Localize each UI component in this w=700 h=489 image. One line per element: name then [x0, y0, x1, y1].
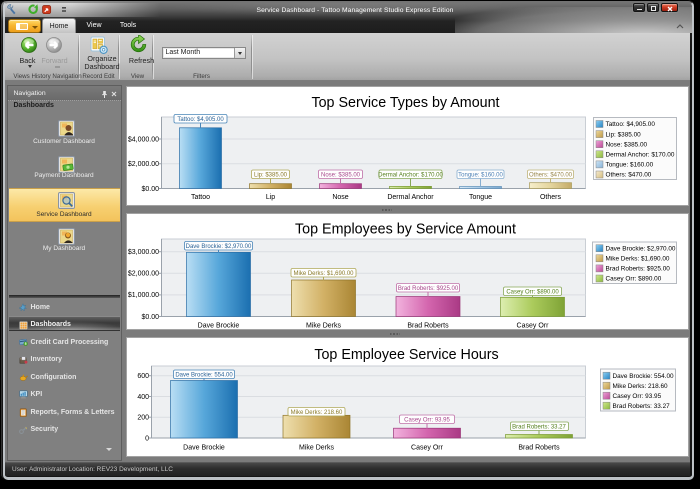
- svg-text:Dermal Anchor: $170.00: Dermal Anchor: $170.00: [378, 173, 443, 179]
- svg-text:Lip: Lip: [266, 194, 275, 201]
- svg-text:Dave Brockie: $2,970.00: Dave Brockie: $2,970.00: [606, 245, 676, 252]
- svg-text:$: $: [24, 342, 26, 346]
- svg-text:Brad Roberts: Brad Roberts: [407, 323, 449, 330]
- svg-text:Mike Derks: $1,690.00: Mike Derks: $1,690.00: [606, 256, 670, 263]
- svg-text:Tattoo: Tattoo: [191, 194, 210, 201]
- svg-text:Dave Brockie: 554.00: Dave Brockie: 554.00: [613, 373, 675, 380]
- svg-text:$4,000.00: $4,000.00: [128, 136, 159, 143]
- svg-text:Mike Derks: $1,690.00: Mike Derks: $1,690.00: [293, 271, 354, 277]
- svg-text:Dave Brockie: $2,970.00: Dave Brockie: $2,970.00: [186, 244, 252, 250]
- svg-text:Top Employee Service Hours: Top Employee Service Hours: [314, 347, 498, 363]
- svg-text:Top Employees by Service Amoun: Top Employees by Service Amount: [295, 222, 516, 238]
- svg-text:Brad Roberts: 33.27: Brad Roberts: 33.27: [613, 403, 671, 410]
- svg-text:Dave Brockie: 554.00: Dave Brockie: 554.00: [175, 373, 233, 379]
- svg-text:200: 200: [137, 415, 149, 422]
- svg-text:Dave Brockie: Dave Brockie: [183, 445, 225, 452]
- svg-text:Tongue: $160.00: Tongue: $160.00: [458, 173, 503, 179]
- svg-text:Casey Orr: 93.95: Casey Orr: 93.95: [404, 418, 450, 424]
- svg-text:Dave Brockie: Dave Brockie: [198, 323, 240, 330]
- svg-text:Brad Roberts: $925.00: Brad Roberts: $925.00: [606, 266, 671, 273]
- svg-text:$2,000.00: $2,000.00: [128, 271, 159, 278]
- svg-text:Nose: $385.00: Nose: $385.00: [321, 173, 361, 179]
- svg-text:Dermal Anchor: Dermal Anchor: [387, 194, 434, 201]
- svg-text:Mike Derks: 218.60: Mike Derks: 218.60: [613, 383, 668, 390]
- svg-text:Tongue: Tongue: [469, 194, 492, 201]
- svg-text:Others: $470.00: Others: $470.00: [606, 172, 652, 179]
- svg-text:Brad Roberts: 33.27: Brad Roberts: 33.27: [512, 425, 566, 431]
- svg-text:Tongue: $160.00: Tongue: $160.00: [606, 162, 654, 169]
- svg-text:Mike Derks: 218.60: Mike Derks: 218.60: [291, 410, 343, 416]
- svg-text:Lip: $385.00: Lip: $385.00: [606, 131, 642, 138]
- svg-text:Nose: Nose: [332, 194, 348, 201]
- svg-text:$0.00: $0.00: [141, 314, 159, 321]
- svg-text:Tattoo: $4,905.00: Tattoo: $4,905.00: [177, 117, 224, 123]
- svg-text:Top Service Types by Amount: Top Service Types by Amount: [311, 95, 499, 111]
- svg-text:600: 600: [137, 373, 149, 380]
- svg-text:Dermal Anchor: $170.00: Dermal Anchor: $170.00: [606, 152, 675, 159]
- svg-text:$2,000.00: $2,000.00: [128, 161, 159, 168]
- svg-text:Nose: $385.00: Nose: $385.00: [606, 141, 648, 148]
- svg-text:Casey Orr: $890.00: Casey Orr: $890.00: [506, 290, 559, 296]
- svg-text:Others: Others: [540, 194, 562, 201]
- svg-text:Casey Orr: $890.00: Casey Orr: $890.00: [606, 276, 662, 283]
- svg-text:Brad Roberts: $925.00: Brad Roberts: $925.00: [398, 286, 459, 292]
- svg-text:Lip: $385.00: Lip: $385.00: [254, 173, 288, 179]
- svg-text:400: 400: [137, 394, 149, 401]
- svg-text:Brad Roberts: Brad Roberts: [518, 445, 560, 452]
- svg-text:Casey Orr: Casey Orr: [517, 323, 550, 330]
- svg-text:Casey Orr: 93.95: Casey Orr: 93.95: [613, 393, 662, 400]
- svg-text:Others: $470.00: Others: $470.00: [529, 173, 573, 179]
- svg-text:0: 0: [145, 435, 149, 442]
- svg-text:Casey Orr: Casey Orr: [411, 445, 444, 452]
- svg-text:Tattoo: $4,905.00: Tattoo: $4,905.00: [606, 121, 656, 128]
- svg-text:$0.00: $0.00: [141, 186, 159, 193]
- svg-text:$3,000.00: $3,000.00: [128, 249, 159, 256]
- svg-text:$1,000.00: $1,000.00: [128, 292, 159, 299]
- svg-text:Mike Derks: Mike Derks: [306, 323, 342, 330]
- svg-text:Mike Derks: Mike Derks: [299, 445, 335, 452]
